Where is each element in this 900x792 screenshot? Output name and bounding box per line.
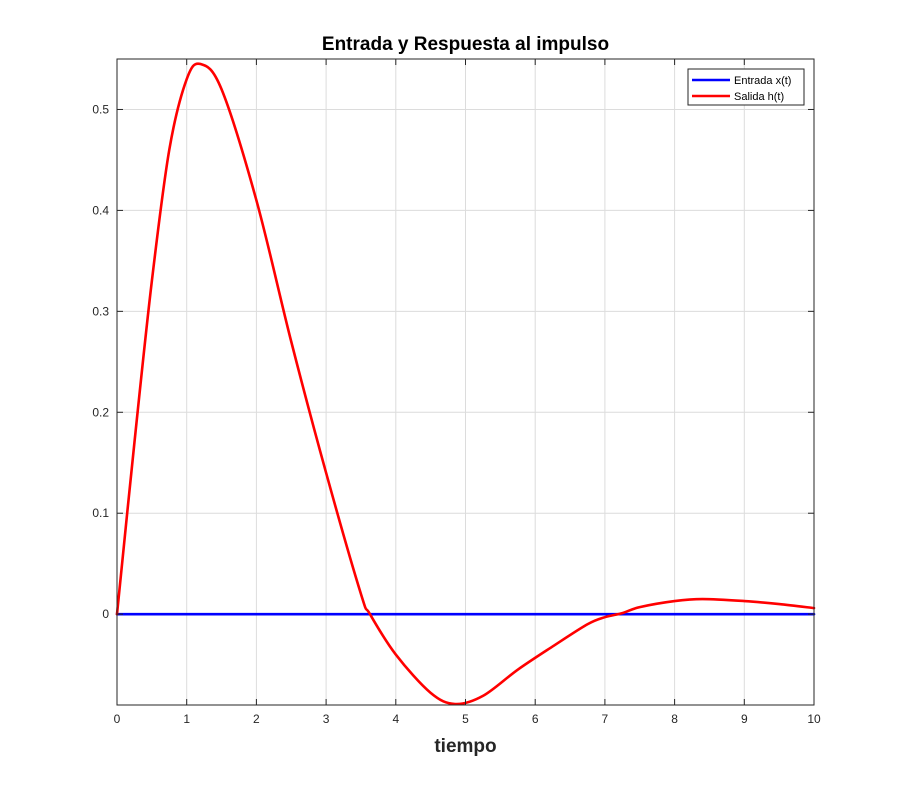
series-line-salida [115, 62, 816, 706]
x-axis-label: tiempo [434, 736, 496, 757]
x-tick-label: 8 [671, 712, 678, 726]
y-tick-label: 0.4 [92, 203, 109, 217]
series-layer [115, 62, 816, 706]
x-tick-label: 5 [462, 712, 469, 726]
chart-title: Entrada y Respuesta al impulso [322, 34, 609, 55]
x-tick-label: 0 [114, 712, 121, 726]
x-tick-label: 3 [323, 712, 330, 726]
y-tick-label: 0.1 [92, 506, 109, 520]
x-tick-label: 4 [392, 712, 399, 726]
y-tick-label: 0 [102, 607, 109, 621]
x-tick-label: 9 [741, 712, 748, 726]
x-tick-label: 2 [253, 712, 260, 726]
y-tick-label: 0.2 [92, 405, 109, 419]
x-tick-label: 6 [532, 712, 539, 726]
legend-label: Salida h(t) [734, 91, 784, 103]
legend: Entrada x(t) Salida h(t) [687, 68, 805, 106]
x-tick-label: 7 [602, 712, 609, 726]
y-tick-label: 0.5 [92, 102, 109, 116]
y-tick-label: 0.3 [92, 304, 109, 318]
x-tick-label: 10 [807, 712, 821, 726]
ticks: 0 1 2 3 4 5 6 7 8 9 10 0 0.1 0.2 0.3 0.4 0.5 [92, 59, 821, 726]
legend-label: Entrada x(t) [734, 75, 791, 87]
x-tick-label: 1 [183, 712, 190, 726]
grid [117, 59, 814, 705]
legend-box [687, 68, 805, 106]
